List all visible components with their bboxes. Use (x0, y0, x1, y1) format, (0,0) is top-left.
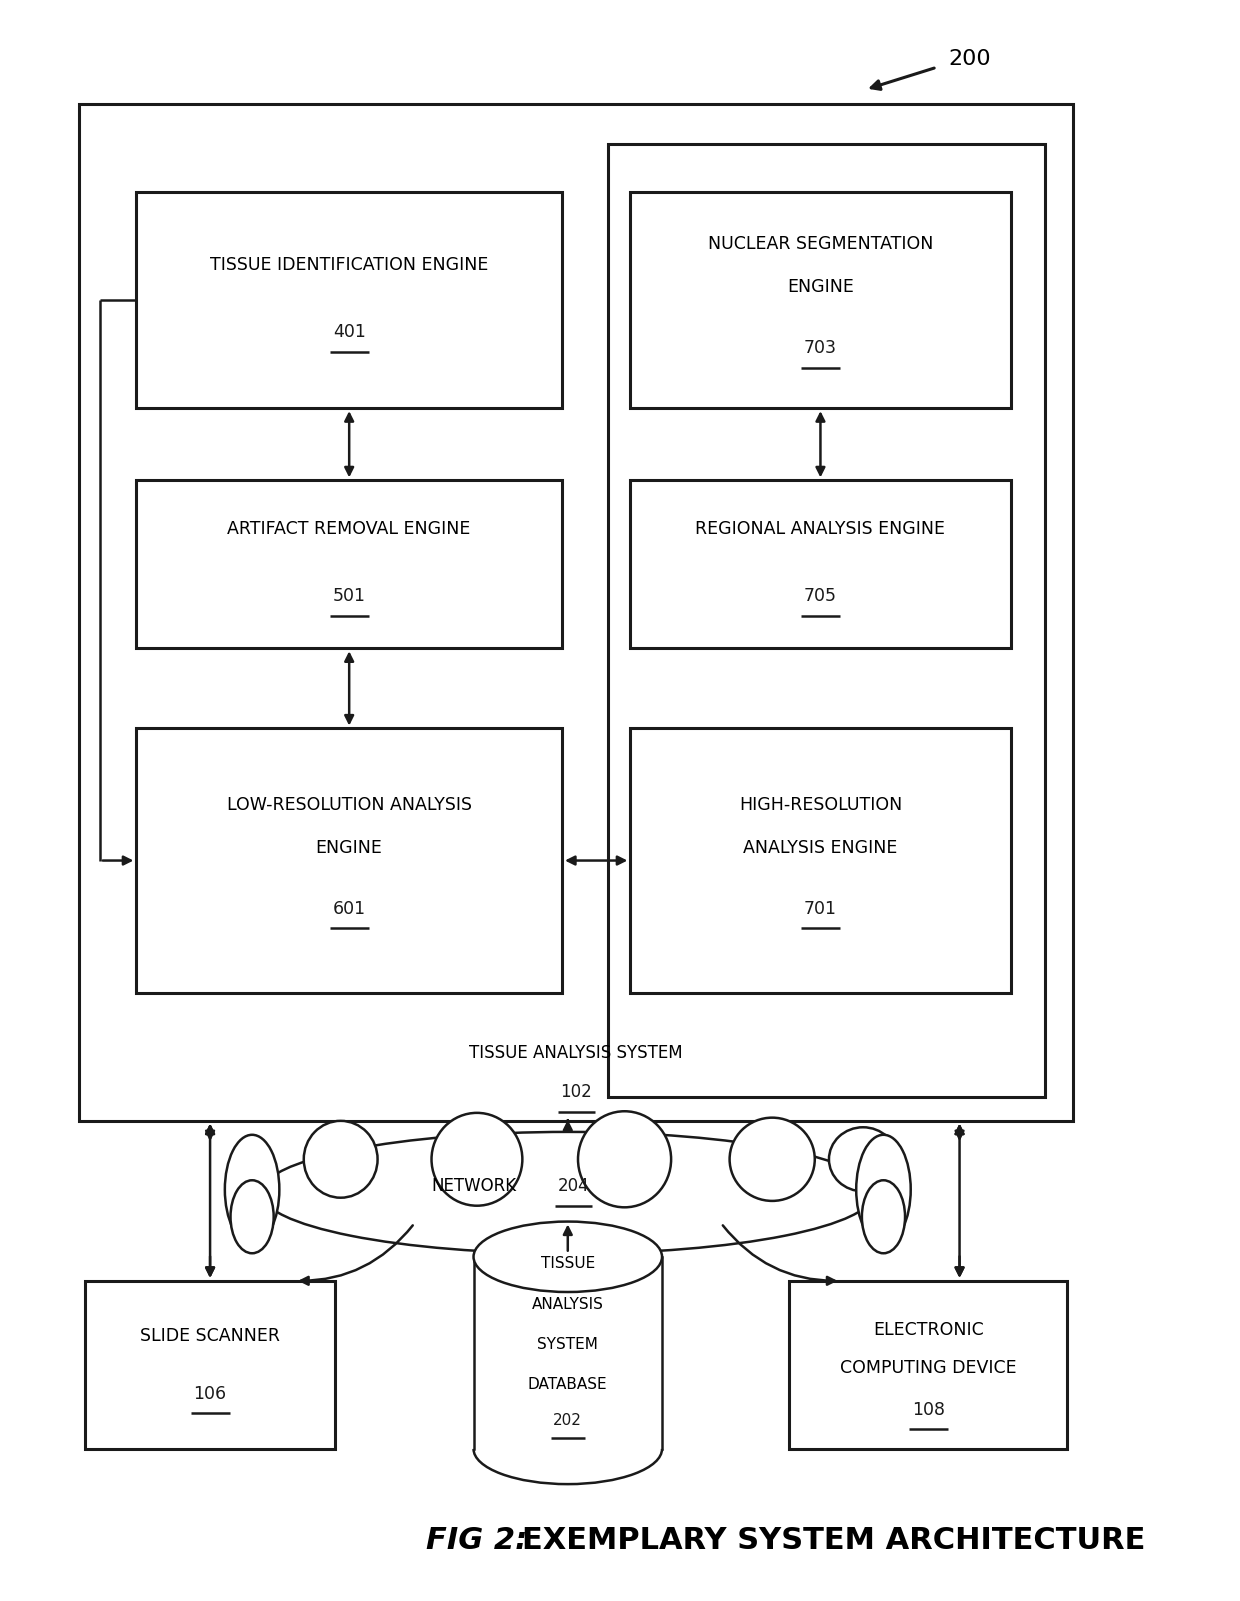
Text: ANALYSIS: ANALYSIS (532, 1297, 604, 1311)
Text: LOW-RESOLUTION ANALYSIS: LOW-RESOLUTION ANALYSIS (227, 796, 471, 813)
Text: ARTIFACT REMOVAL ENGINE: ARTIFACT REMOVAL ENGINE (227, 520, 471, 538)
Text: ELECTRONIC: ELECTRONIC (873, 1321, 983, 1338)
Text: NUCLEAR SEGMENTATION: NUCLEAR SEGMENTATION (708, 235, 934, 253)
Text: TISSUE: TISSUE (541, 1257, 595, 1271)
Text: FIG 2:: FIG 2: (425, 1526, 538, 1555)
FancyBboxPatch shape (474, 1257, 662, 1449)
Text: 200: 200 (949, 50, 991, 69)
FancyBboxPatch shape (630, 192, 1011, 408)
Text: 501: 501 (332, 588, 366, 605)
FancyBboxPatch shape (630, 480, 1011, 648)
Ellipse shape (729, 1117, 815, 1201)
FancyBboxPatch shape (608, 144, 1045, 1097)
FancyBboxPatch shape (630, 728, 1011, 993)
Ellipse shape (830, 1127, 897, 1191)
FancyBboxPatch shape (789, 1281, 1068, 1449)
Ellipse shape (432, 1113, 522, 1206)
Text: 204: 204 (558, 1177, 589, 1196)
Ellipse shape (224, 1135, 279, 1244)
FancyBboxPatch shape (86, 1281, 335, 1449)
Text: EXEMPLARY SYSTEM ARCHITECTURE: EXEMPLARY SYSTEM ARCHITECTURE (522, 1526, 1146, 1555)
Text: 401: 401 (332, 323, 366, 341)
Text: 601: 601 (332, 900, 366, 917)
Text: HIGH-RESOLUTION: HIGH-RESOLUTION (739, 796, 901, 813)
Ellipse shape (578, 1111, 671, 1207)
Ellipse shape (304, 1121, 377, 1198)
Text: 108: 108 (911, 1401, 945, 1418)
Text: SLIDE SCANNER: SLIDE SCANNER (140, 1327, 280, 1345)
Text: 102: 102 (560, 1082, 593, 1101)
Text: DATABASE: DATABASE (528, 1377, 608, 1391)
Text: 705: 705 (804, 588, 837, 605)
Text: SYSTEM: SYSTEM (537, 1337, 598, 1351)
Ellipse shape (862, 1180, 905, 1254)
Text: 703: 703 (804, 339, 837, 357)
Text: NETWORK: NETWORK (432, 1177, 517, 1196)
Text: 202: 202 (553, 1412, 583, 1428)
Ellipse shape (231, 1180, 274, 1254)
Ellipse shape (262, 1132, 874, 1254)
Text: ANALYSIS ENGINE: ANALYSIS ENGINE (743, 839, 898, 857)
Text: TISSUE ANALYSIS SYSTEM: TISSUE ANALYSIS SYSTEM (470, 1044, 683, 1063)
Ellipse shape (856, 1135, 910, 1244)
FancyBboxPatch shape (136, 192, 562, 408)
Text: COMPUTING DEVICE: COMPUTING DEVICE (839, 1359, 1017, 1377)
FancyBboxPatch shape (136, 728, 562, 993)
Text: ENGINE: ENGINE (316, 839, 383, 857)
FancyBboxPatch shape (136, 480, 562, 648)
Text: 106: 106 (193, 1385, 227, 1402)
Text: TISSUE IDENTIFICATION ENGINE: TISSUE IDENTIFICATION ENGINE (210, 256, 489, 274)
Text: ENGINE: ENGINE (787, 279, 854, 296)
Ellipse shape (474, 1222, 662, 1292)
Text: 701: 701 (804, 900, 837, 917)
FancyBboxPatch shape (79, 104, 1073, 1121)
Text: REGIONAL ANALYSIS ENGINE: REGIONAL ANALYSIS ENGINE (696, 520, 945, 538)
